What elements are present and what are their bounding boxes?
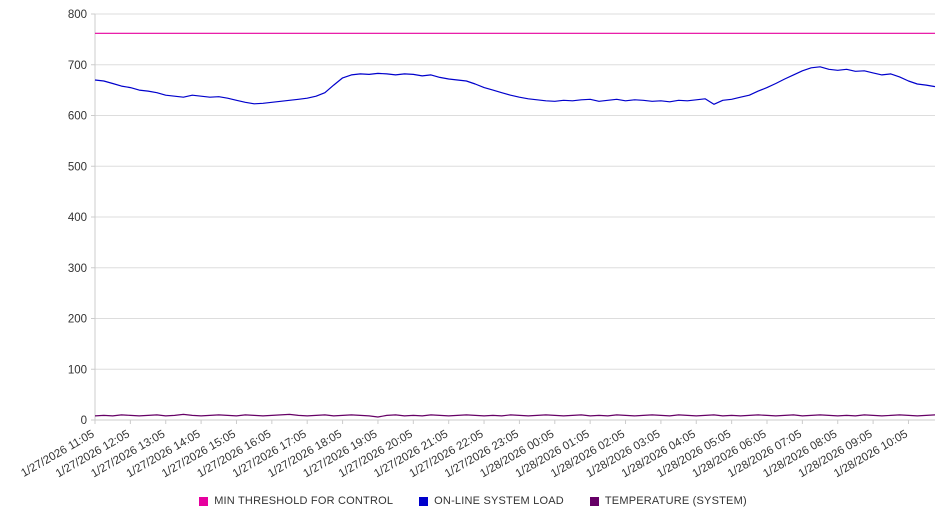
chart-legend: MIN THRESHOLD FOR CONTROL ON-LINE SYSTEM… xyxy=(0,484,946,518)
series-line-on-line-system-load xyxy=(94,66,936,105)
y-tick-label: 800 xyxy=(68,9,87,21)
legend-item-system-load[interactable]: ON-LINE SYSTEM LOAD xyxy=(419,495,564,507)
legend-swatch-purple xyxy=(589,496,599,506)
y-tick-label: 600 xyxy=(68,111,87,123)
series-line-temperature-system- xyxy=(94,413,936,418)
legend-swatch-blue xyxy=(419,496,429,506)
legend-swatch-magenta xyxy=(199,496,209,506)
y-tick-label: 500 xyxy=(68,161,87,173)
legend-label: ON-LINE SYSTEM LOAD xyxy=(434,495,564,507)
y-tick-label: 400 xyxy=(68,212,87,224)
y-tick-label: 300 xyxy=(68,263,87,275)
y-tick-label: 700 xyxy=(68,60,87,72)
legend-label: MIN THRESHOLD FOR CONTROL xyxy=(214,495,394,507)
y-tick-label: 0 xyxy=(81,415,87,427)
legend-item-temperature[interactable]: TEMPERATURE (SYSTEM) xyxy=(589,495,747,507)
y-tick-label: 100 xyxy=(68,364,87,376)
legend-item-min-threshold[interactable]: MIN THRESHOLD FOR CONTROL xyxy=(199,495,393,507)
y-tick-label: 200 xyxy=(68,314,87,326)
legend-label: TEMPERATURE (SYSTEM) xyxy=(604,495,747,507)
